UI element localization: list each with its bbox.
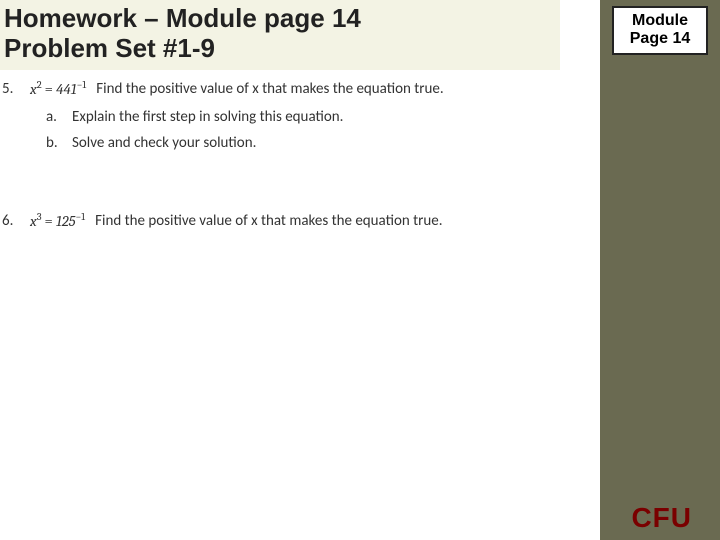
subpart-label: b. — [46, 134, 62, 152]
title-line2: Problem Set #1-9 — [4, 33, 215, 63]
module-page-box: Module Page 14 — [612, 6, 708, 55]
subpart-text: Explain the first step in solving this e… — [72, 108, 343, 126]
slide-title: Homework – Module page 14 Problem Set #1… — [0, 0, 560, 70]
problem-prompt: Find the positive value of x that makes … — [96, 80, 443, 98]
equation: x3=125−1 — [30, 212, 85, 230]
problem-number: 5. — [2, 80, 20, 98]
subpart-b: b. Solve and check your solution. — [46, 134, 582, 152]
problem-6: 6. x3=125−1 Find the positive value of x… — [2, 212, 582, 230]
problem-5: 5. x2=441−1 Find the positive value of x… — [2, 80, 582, 152]
subpart-a: a. Explain the first step in solving thi… — [46, 108, 582, 126]
problem-area: 5. x2=441−1 Find the positive value of x… — [0, 80, 582, 230]
subpart-label: a. — [46, 108, 62, 126]
module-box-line2: Page 14 — [616, 30, 704, 48]
subpart-text: Solve and check your solution. — [72, 134, 256, 152]
title-line1: Homework – Module page 14 — [4, 3, 361, 33]
equation: x2=441−1 — [30, 80, 86, 98]
problem-prompt: Find the positive value of x that makes … — [95, 212, 442, 230]
cfu-label: CFU — [631, 502, 692, 534]
module-box-line1: Module — [616, 12, 704, 30]
sidebar-band — [600, 0, 720, 540]
problem-number: 6. — [2, 212, 20, 230]
